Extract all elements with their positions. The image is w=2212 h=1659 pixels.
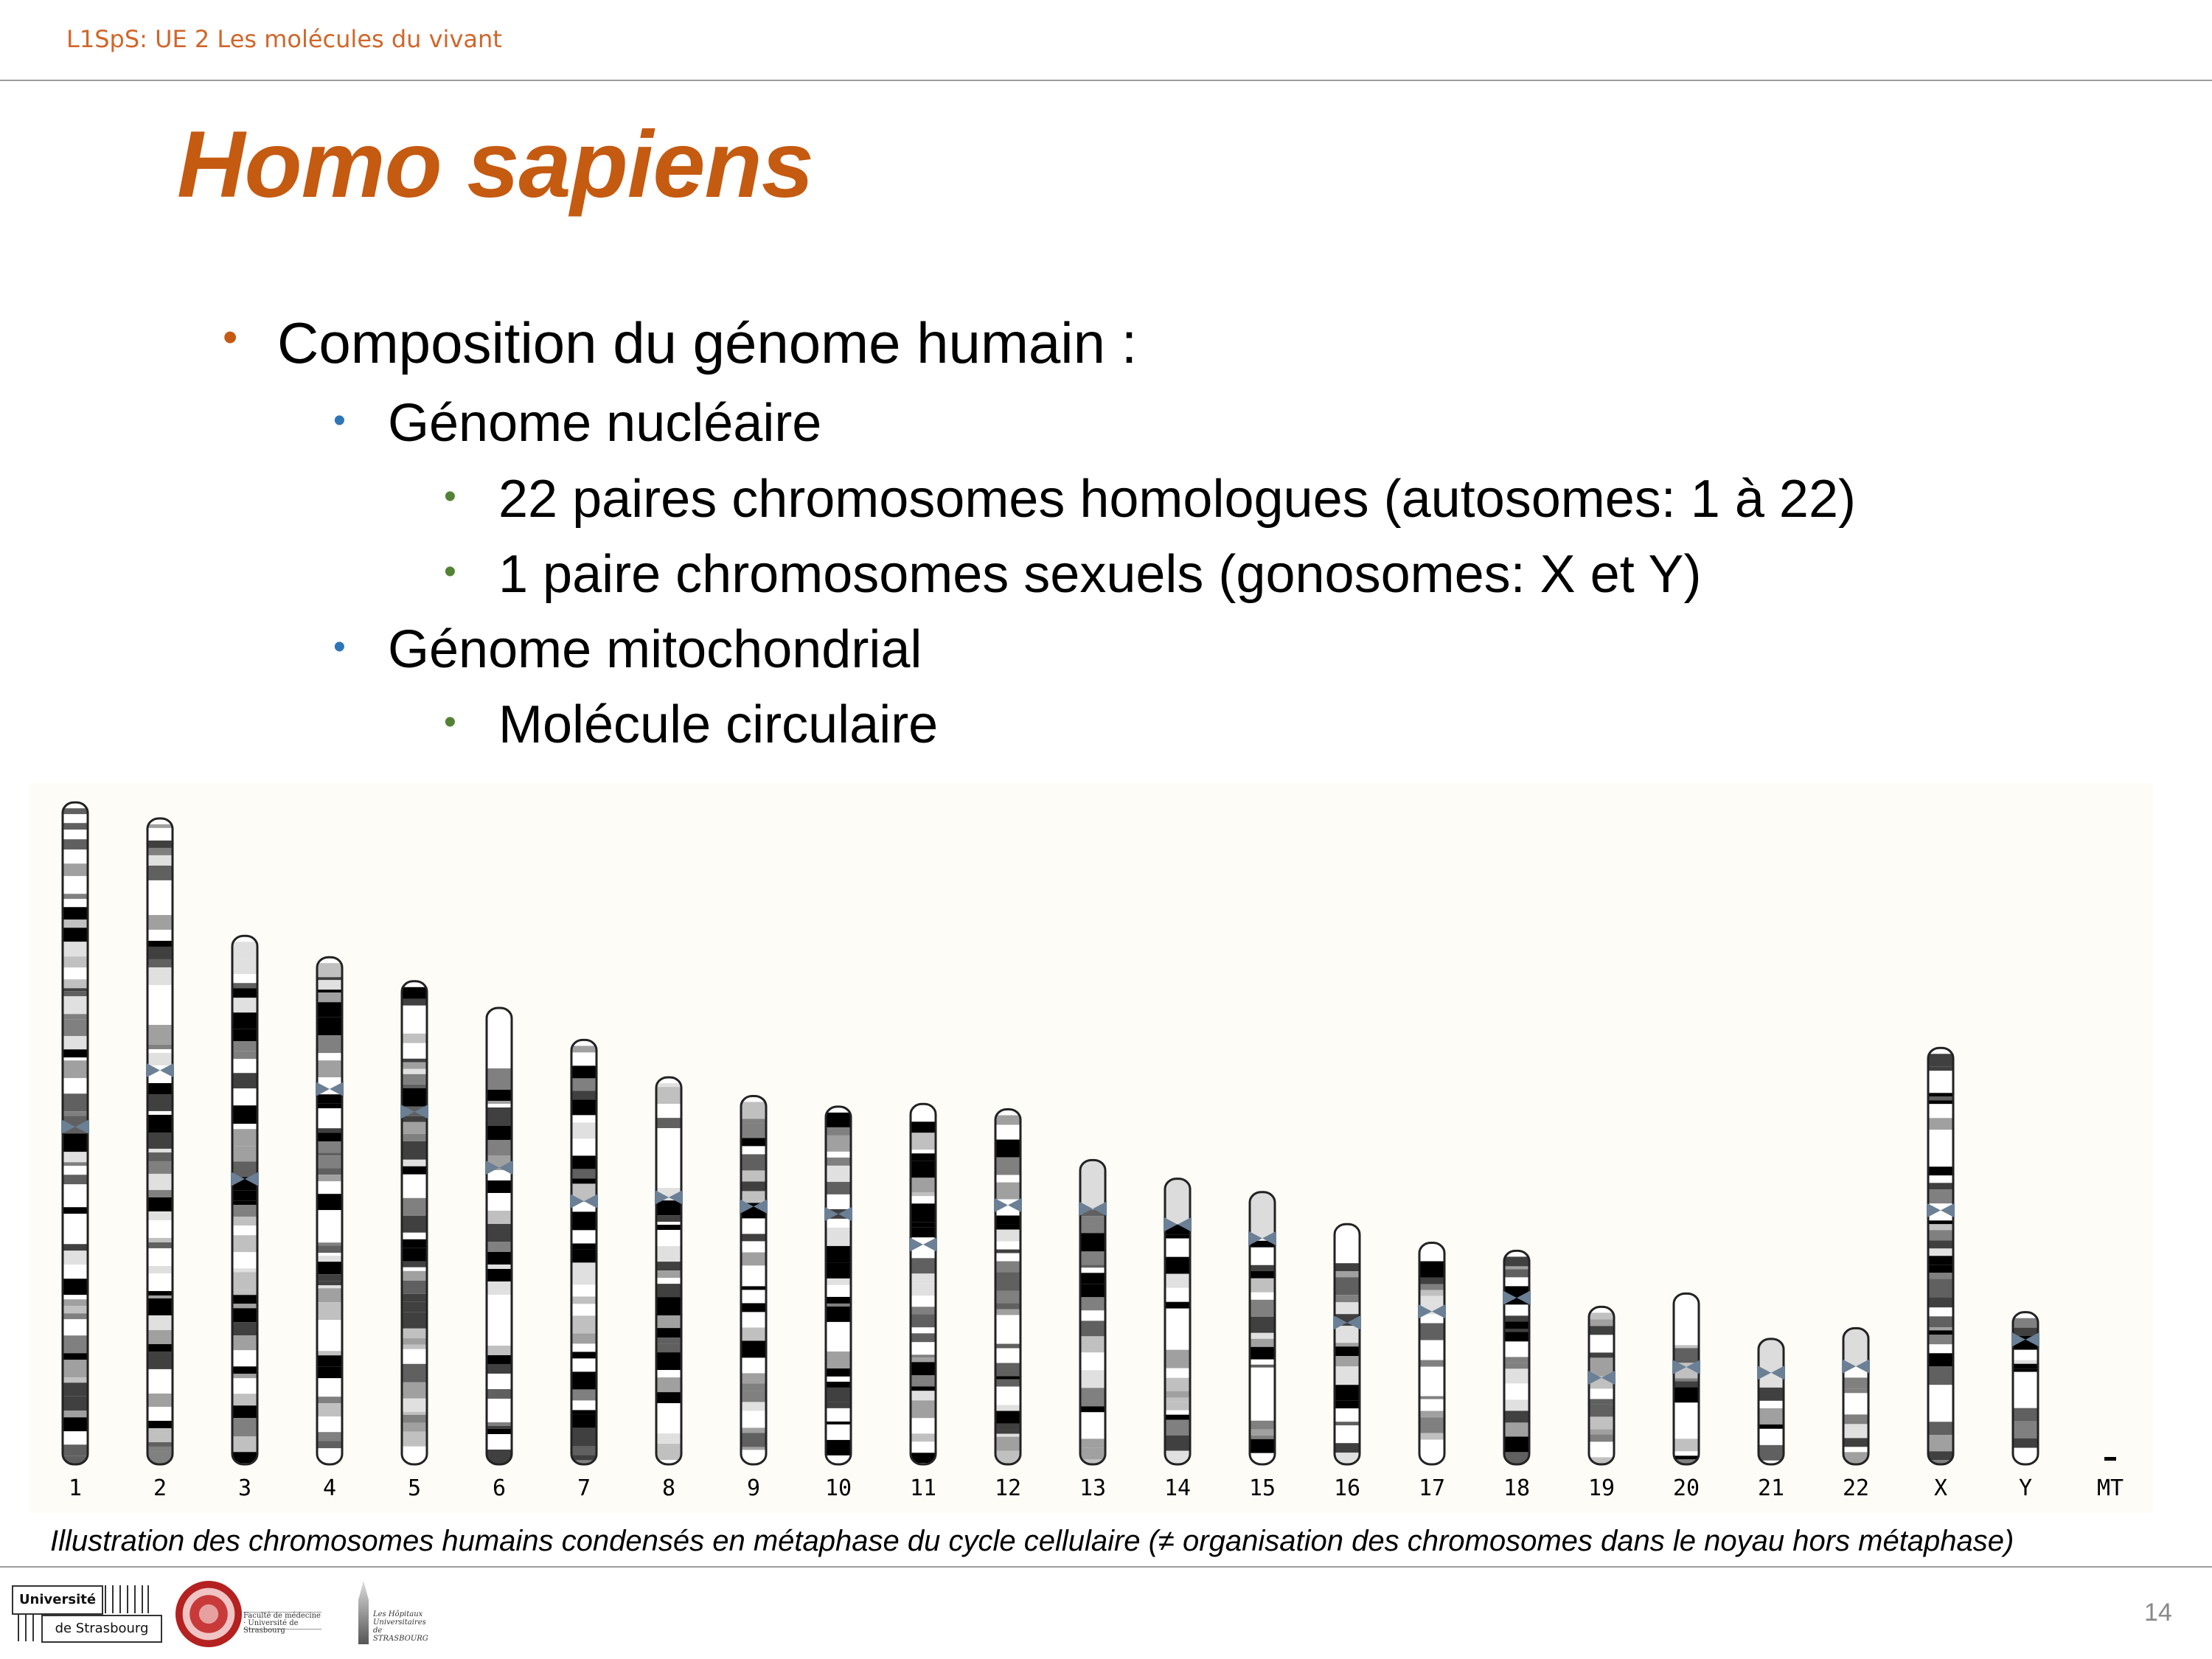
- chromosome-20: 20: [1672, 1292, 1700, 1501]
- figure-caption: Illustration des chromosomes humains con…: [50, 1525, 2014, 1557]
- chromosome-label: 10: [825, 1475, 852, 1501]
- chromosome-label: 17: [1419, 1475, 1445, 1501]
- chromosome-label: 1: [69, 1475, 82, 1501]
- header-divider: [0, 80, 2212, 81]
- bullet-item: • 1 paire chromosomes sexuels (gonosomes…: [444, 544, 1702, 605]
- chromosome-9: 9: [740, 1094, 768, 1501]
- page-number: 14: [2144, 1599, 2172, 1627]
- bullet-text: 22 paires chromosomes homologues (autoso…: [498, 470, 1856, 529]
- bullet-marker-blue: •: [333, 627, 346, 667]
- bullet-item: • Composition du génome humain :: [223, 310, 1138, 377]
- chromosome-label: 19: [1588, 1475, 1615, 1501]
- cathedral-icon: [358, 1581, 369, 1644]
- chromosome-label: 3: [238, 1475, 251, 1501]
- chromosome-3: 3: [231, 934, 259, 1501]
- chromosome-label: MT: [2097, 1475, 2124, 1501]
- chromosome-label: 9: [747, 1475, 760, 1501]
- bullet-text: 1 paire chromosomes sexuels (gonosomes: …: [498, 545, 1702, 604]
- chromosome-6: 6: [485, 1006, 513, 1501]
- chromosome-22: 22: [1842, 1326, 1870, 1501]
- karyotype-panel: 1 2 3 4 5 6 7 8 9 10 11 12 13 14 15 16 17 18 19 20 21 22 X Y MT: [29, 783, 2153, 1513]
- bullet-item: • Génome nucléaire: [333, 393, 822, 453]
- bullet-item: • Génome mitochondrial: [333, 619, 922, 680]
- chromosome-label: 21: [1758, 1475, 1784, 1501]
- hus-logo-text: Les Hôpitaux Universitaires de STRASBOUR…: [373, 1610, 428, 1643]
- bullet-marker-green: •: [444, 703, 456, 742]
- chromosome-label: Y: [2019, 1475, 2032, 1501]
- chromosome-8: 8: [655, 1076, 683, 1501]
- bullet-item: • 22 paires chromosomes homologues (auto…: [444, 469, 1856, 529]
- chromosome-19: 19: [1587, 1305, 1615, 1501]
- chromosome-label: 18: [1503, 1475, 1530, 1501]
- chromosome-21: 21: [1757, 1338, 1785, 1501]
- logo-uds-line1: Université: [12, 1585, 103, 1615]
- chromosome-17: 17: [1418, 1242, 1446, 1501]
- chromosome-12: 12: [994, 1108, 1022, 1501]
- logo-uds-stripes: [105, 1585, 149, 1613]
- chromosome-label: 7: [577, 1475, 591, 1501]
- chromosome-11: 11: [909, 1102, 937, 1501]
- bullet-item: • Molécule circulaire: [444, 695, 939, 755]
- chromosome-label: 6: [493, 1475, 506, 1501]
- chromosome-y: Y: [2011, 1311, 2039, 1501]
- chromosome-13: 13: [1079, 1158, 1107, 1501]
- chromosome-18: 18: [1503, 1249, 1531, 1501]
- logo-uds-line2: de Strasbourg: [41, 1615, 162, 1643]
- bullet-marker-blue: •: [333, 401, 346, 440]
- chromosome-label: 15: [1249, 1475, 1276, 1501]
- bullet-text: Génome mitochondrial: [388, 620, 922, 679]
- chromosome-label: 22: [1843, 1475, 1869, 1501]
- chromosome-label: 4: [323, 1475, 336, 1501]
- chromosome-label: 14: [1164, 1475, 1191, 1501]
- bullet-text: Composition du génome humain :: [277, 310, 1138, 375]
- chromosome-1: 1: [61, 801, 89, 1501]
- chromosome-label: 11: [910, 1475, 936, 1501]
- slide-title: Homo sapiens: [177, 112, 814, 218]
- faculte-medecine-logo-text: Faculté de médecine · Université de Stra…: [243, 1612, 321, 1635]
- bullet-marker-green: •: [444, 477, 456, 516]
- bullet-marker-green: •: [444, 552, 456, 591]
- bullet-text: Molécule circulaire: [498, 695, 939, 754]
- bullet-marker-orange: •: [223, 313, 238, 361]
- chromosome-15: 15: [1248, 1191, 1276, 1501]
- chromosome-10: 10: [824, 1105, 852, 1501]
- chromosome-5: 5: [400, 980, 428, 1501]
- faculte-medecine-seal-logo: [175, 1581, 242, 1647]
- logo-uds-stripes-left: [12, 1615, 38, 1641]
- hopitaux-universitaires-logo: Les Hôpitaux Universitaires de STRASBOUR…: [344, 1581, 428, 1647]
- bullet-text: Génome nucléaire: [388, 394, 822, 453]
- chromosome-label: 12: [995, 1475, 1021, 1501]
- chromosome-label: 2: [153, 1475, 167, 1501]
- chromosome-label: 20: [1673, 1475, 1700, 1501]
- chromosome-label: 5: [408, 1475, 421, 1501]
- chromosome-label: 16: [1334, 1475, 1360, 1501]
- chromosome-14: 14: [1164, 1178, 1192, 1501]
- chromosome-label: 8: [662, 1475, 675, 1501]
- course-header: L1SpS: UE 2 Les molécules du vivant: [66, 25, 502, 53]
- universite-strasbourg-logo: Université de Strasbourg: [12, 1585, 162, 1643]
- chromosome-x: X: [1927, 1046, 1955, 1501]
- karyotype-ideogram: 1 2 3 4 5 6 7 8 9 10 11 12 13 14 15 16 17 18 19 20 21 22 X Y MT: [61, 801, 2124, 1501]
- chromosome-mt: MT: [2097, 1457, 2124, 1501]
- chromosome-7: 7: [570, 1038, 598, 1501]
- chromosome-4: 4: [316, 956, 344, 1501]
- chromosome-label: 13: [1079, 1475, 1106, 1501]
- chromosome-2: 2: [146, 817, 174, 1501]
- footer-divider: [0, 1566, 2212, 1568]
- chromosome-16: 16: [1333, 1222, 1361, 1501]
- chromosome-label: X: [1934, 1475, 1947, 1501]
